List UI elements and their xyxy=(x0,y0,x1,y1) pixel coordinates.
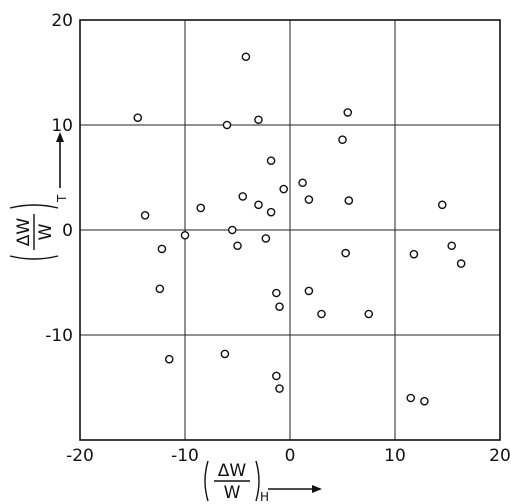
x-tick-labels: -20 -10 0 10 20 xyxy=(66,446,511,466)
data-point xyxy=(140,210,150,220)
data-point xyxy=(157,244,167,254)
x-tick-label: -10 xyxy=(171,446,199,466)
y-tick-label: 0 xyxy=(62,221,73,241)
data-point xyxy=(266,207,276,217)
data-point xyxy=(272,371,281,381)
data-point xyxy=(222,120,232,130)
data-point xyxy=(279,184,289,194)
data-point xyxy=(364,309,374,319)
data-point xyxy=(317,309,326,319)
data-point xyxy=(420,396,429,406)
y-axis-label-left-paren xyxy=(9,255,59,260)
y-tick-label: -10 xyxy=(45,326,73,346)
data-point xyxy=(180,230,190,240)
data-point xyxy=(344,196,354,205)
x-tick-label: 20 xyxy=(489,446,511,466)
y-axis-label-subscript: T xyxy=(55,194,69,203)
data-point xyxy=(254,200,263,210)
y-axis-arrow-head xyxy=(56,132,64,142)
data-point xyxy=(456,259,466,268)
x-tick-label: 0 xyxy=(285,446,296,466)
data-point xyxy=(233,241,242,251)
y-tick-label: 10 xyxy=(51,116,73,136)
data-points xyxy=(133,52,466,406)
data-point xyxy=(133,113,143,122)
y-axis-label-right-paren xyxy=(9,204,59,209)
data-point xyxy=(155,284,165,294)
y-tick-label: 20 xyxy=(51,11,73,31)
data-point xyxy=(227,225,237,235)
data-point xyxy=(254,115,263,125)
y-axis-label-numerator: ΔW xyxy=(14,218,34,247)
x-axis-label-left-paren xyxy=(204,460,209,502)
data-point xyxy=(406,393,416,403)
x-axis-label-subscript: H xyxy=(260,490,269,504)
data-point xyxy=(437,200,447,210)
x-axis-label-denominator: W xyxy=(224,483,241,503)
data-point xyxy=(241,52,251,62)
data-point xyxy=(343,108,353,117)
x-axis-label: ΔW W H xyxy=(204,460,322,504)
data-point xyxy=(338,135,347,144)
data-point xyxy=(341,248,350,258)
x-axis-arrow-head xyxy=(312,485,322,493)
data-point xyxy=(298,178,307,188)
data-point xyxy=(304,286,314,296)
x-tick-label: 10 xyxy=(384,446,406,466)
data-point xyxy=(272,288,281,298)
x-axis-label-right-paren xyxy=(255,460,260,502)
data-point xyxy=(220,349,230,359)
plot-frame xyxy=(79,19,501,441)
y-axis-label-denominator: W xyxy=(36,223,56,240)
data-point xyxy=(275,302,284,311)
data-point xyxy=(261,234,271,243)
data-point xyxy=(196,203,206,213)
grid-lines xyxy=(80,20,500,440)
data-point xyxy=(164,354,174,364)
data-point xyxy=(266,156,276,165)
x-tick-label: -20 xyxy=(66,446,94,466)
y-axis-label: ΔW W T xyxy=(9,132,69,260)
data-point xyxy=(275,384,284,393)
data-point xyxy=(304,195,314,204)
data-point xyxy=(409,249,419,259)
data-point xyxy=(238,192,248,201)
x-axis-label-numerator: ΔW xyxy=(218,461,247,481)
y-tick-labels: 20 10 0 -10 xyxy=(45,11,73,346)
data-point xyxy=(447,241,457,251)
